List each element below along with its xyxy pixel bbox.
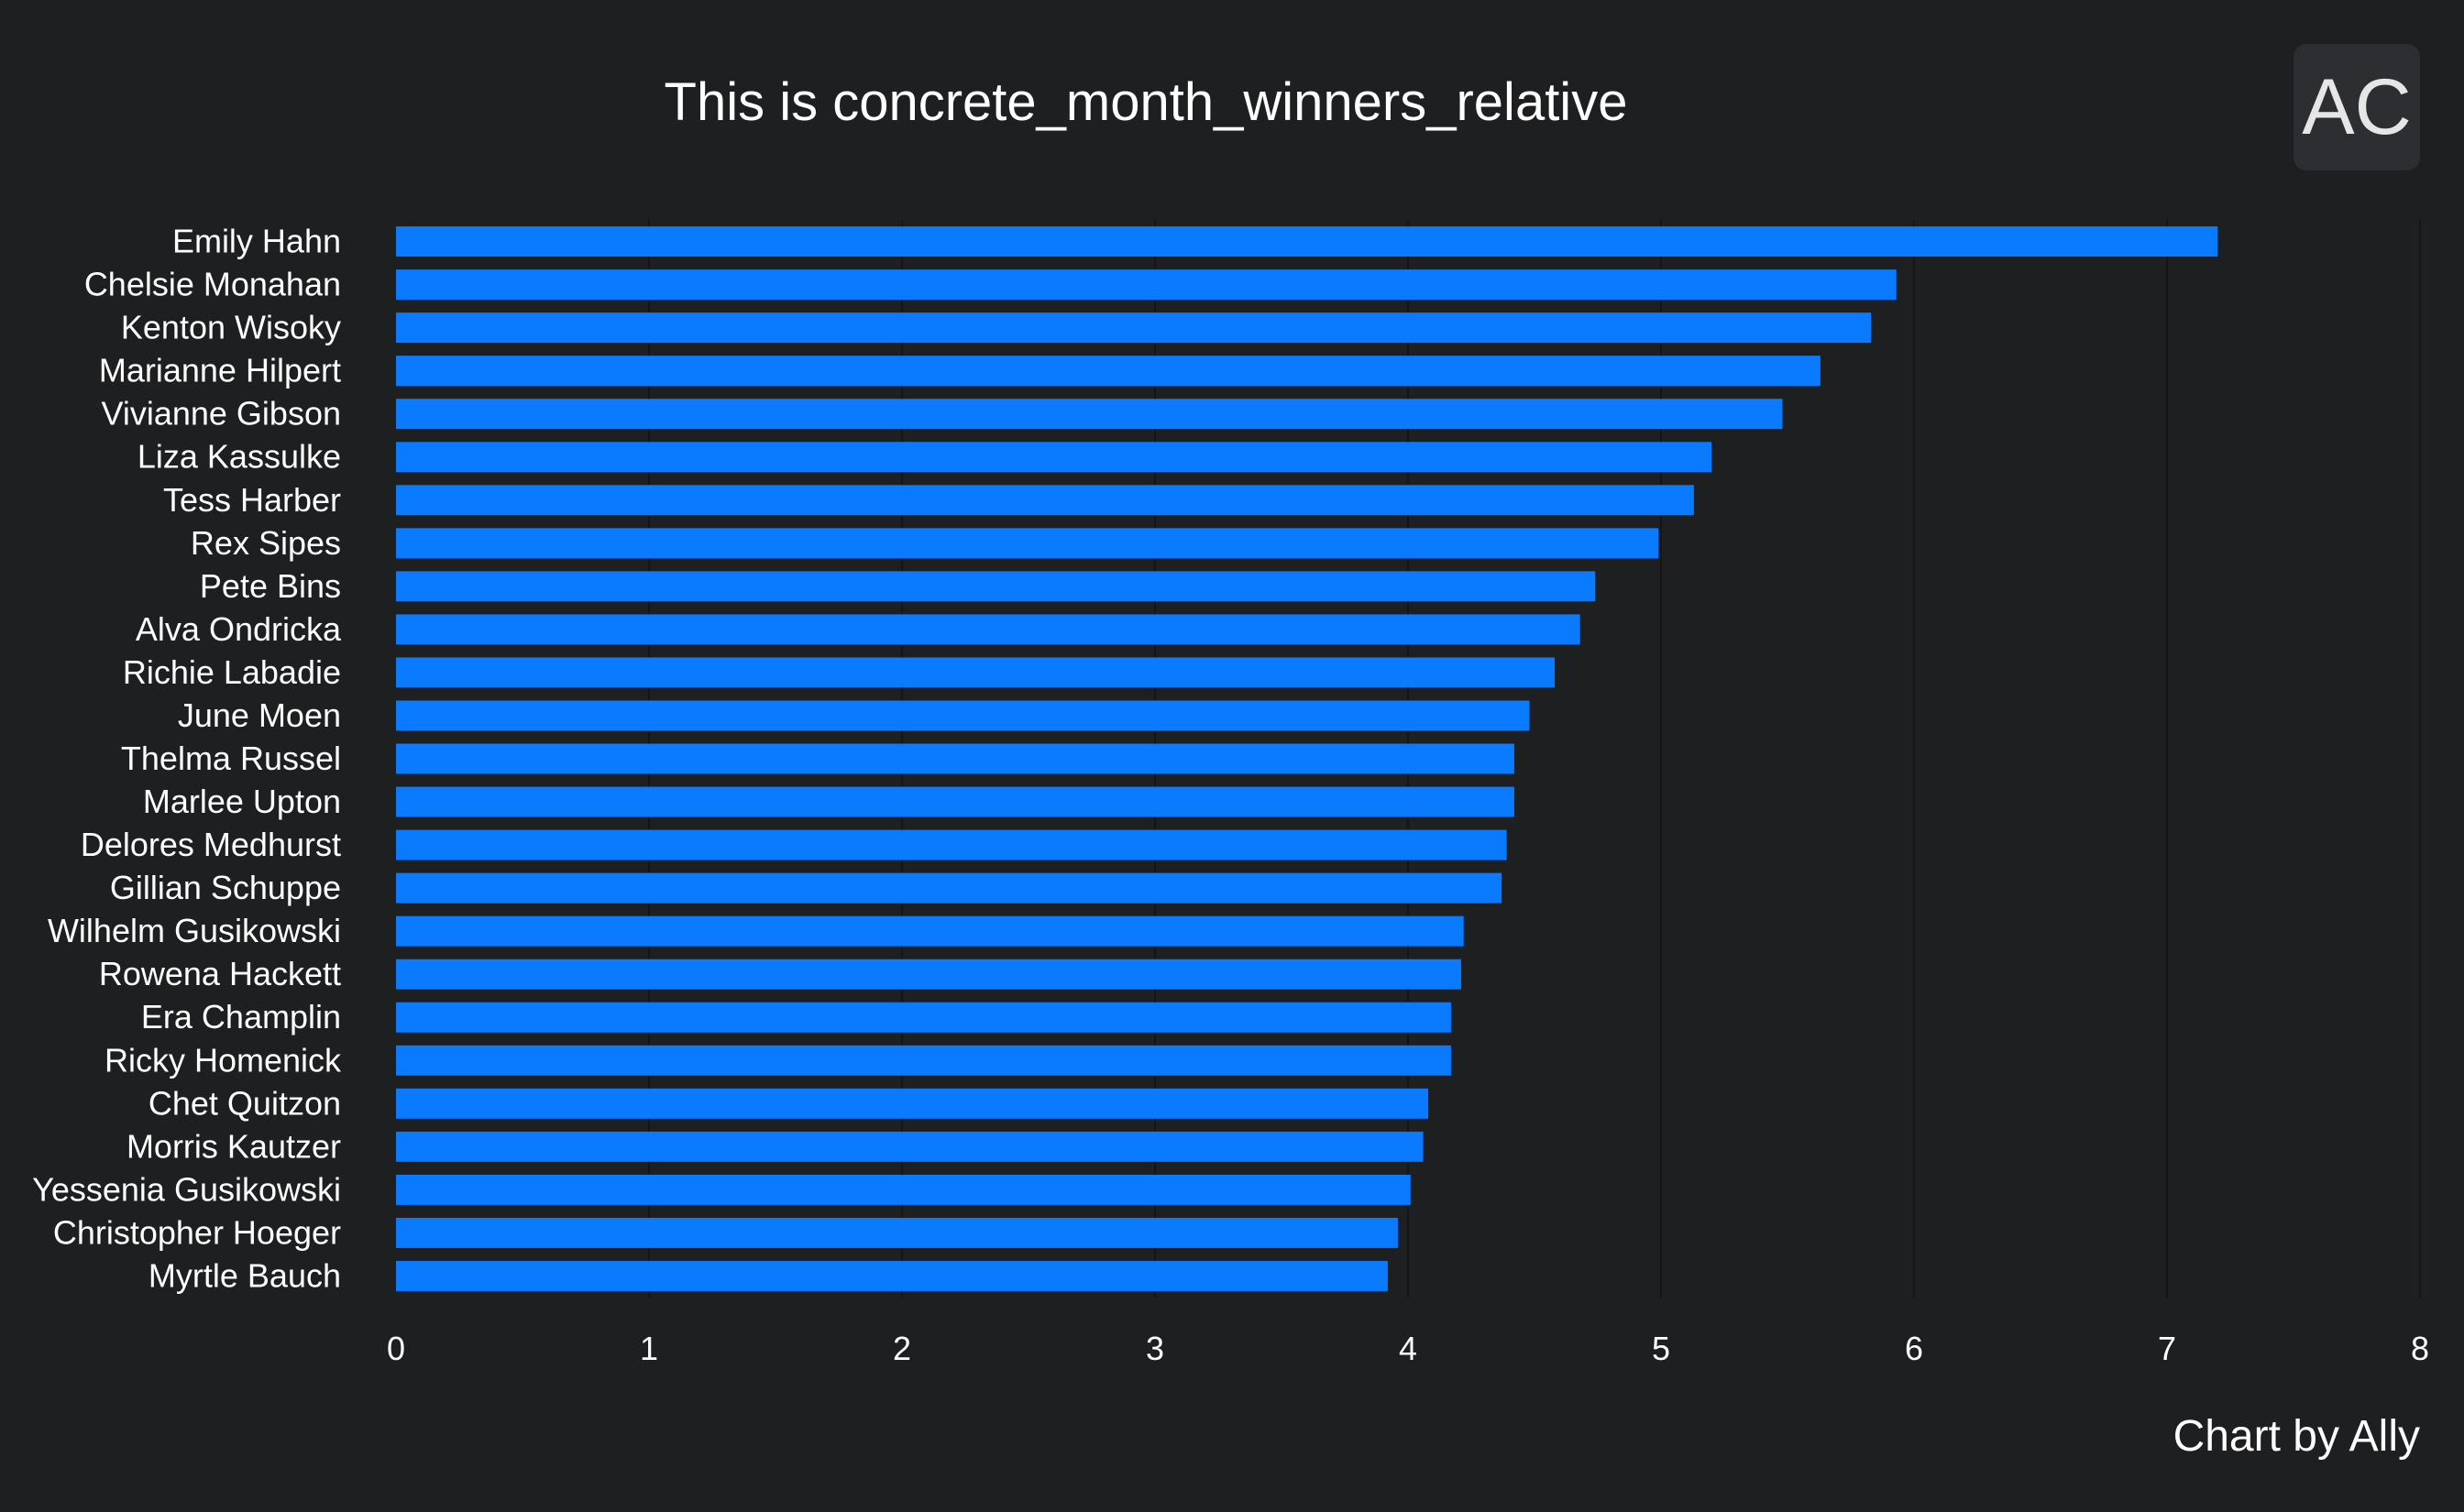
x-axis-ticks: 0 1 2 3 4 5 6 7 8 (387, 1330, 2429, 1367)
chart-credit: Chart by Ally (2172, 1412, 2420, 1461)
bar[interactable] (396, 614, 1580, 645)
category-label: Era Champlin (141, 998, 341, 1035)
bar[interactable] (396, 743, 1514, 774)
x-tick-label: 1 (640, 1330, 658, 1367)
x-tick-label: 7 (2158, 1330, 2176, 1367)
category-label: Vivianne Gibson (101, 395, 341, 433)
bar[interactable] (396, 1088, 1429, 1119)
bar[interactable] (396, 1217, 1398, 1248)
category-label: Gillian Schuppe (110, 869, 341, 906)
category-label: Myrtle Bauch (148, 1256, 341, 1294)
bar[interactable] (396, 399, 1783, 430)
category-label: Chet Quitzon (148, 1084, 341, 1122)
bar[interactable] (396, 1002, 1451, 1033)
category-label: Marlee Upton (143, 783, 341, 820)
bar[interactable] (396, 528, 1659, 559)
x-tick-label: 2 (893, 1330, 911, 1367)
bar[interactable] (396, 959, 1461, 990)
category-label: Wilhelm Gusikowski (48, 912, 341, 949)
category-label: Rex Sipes (191, 524, 341, 562)
bar[interactable] (396, 1261, 1388, 1291)
bar[interactable] (396, 269, 1897, 301)
category-label: Pete Bins (200, 567, 341, 605)
category-label: June Moen (178, 696, 341, 734)
x-tick-label: 5 (1652, 1330, 1670, 1367)
category-label: Chelsie Monahan (84, 266, 341, 303)
x-tick-label: 6 (1905, 1330, 1923, 1367)
bar[interactable] (396, 1174, 1411, 1205)
bar[interactable] (396, 226, 2218, 257)
x-tick-label: 3 (1146, 1330, 1164, 1367)
avatar[interactable]: AC (2294, 44, 2420, 170)
category-labels: Emily Hahn Chelsie Monahan Kenton Wisoky Ma… (32, 223, 342, 1295)
bar[interactable] (396, 915, 1464, 947)
category-label: Rowena Hackett (99, 955, 341, 992)
bar[interactable] (396, 829, 1507, 860)
category-label: Ricky Homenick (104, 1041, 342, 1079)
bar[interactable] (396, 1131, 1424, 1162)
category-label: Christopher Hoeger (53, 1213, 341, 1251)
category-label: Richie Labadie (123, 653, 341, 691)
category-label: Delores Medhurst (81, 826, 341, 863)
bar[interactable] (396, 872, 1502, 904)
x-tick-label: 8 (2411, 1330, 2429, 1367)
bars (396, 226, 2218, 1291)
bar[interactable] (396, 1045, 1451, 1076)
bar[interactable] (396, 312, 1872, 344)
bar[interactable] (396, 700, 1530, 731)
category-label: Kenton Wisoky (121, 309, 341, 346)
bar[interactable] (396, 485, 1694, 516)
bar[interactable] (396, 657, 1556, 688)
category-label: Morris Kautzer (126, 1127, 341, 1165)
category-label: Yessenia Gusikowski (32, 1170, 341, 1208)
x-tick-label: 0 (387, 1330, 405, 1367)
x-tick-label: 4 (1399, 1330, 1417, 1367)
category-label: Marianne Hilpert (99, 352, 341, 389)
category-label: Thelma Russel (121, 740, 341, 777)
category-label: Alva Ondricka (136, 610, 342, 648)
category-label: Liza Kassulke (138, 438, 341, 476)
category-label: Emily Hahn (172, 223, 341, 260)
category-label: Tess Harber (163, 481, 341, 519)
chart-title: This is concrete_month_winners_relative (664, 72, 1628, 132)
bar[interactable] (396, 786, 1514, 817)
bar[interactable] (396, 442, 1712, 473)
bar[interactable] (396, 571, 1596, 602)
bar[interactable] (396, 356, 1820, 387)
